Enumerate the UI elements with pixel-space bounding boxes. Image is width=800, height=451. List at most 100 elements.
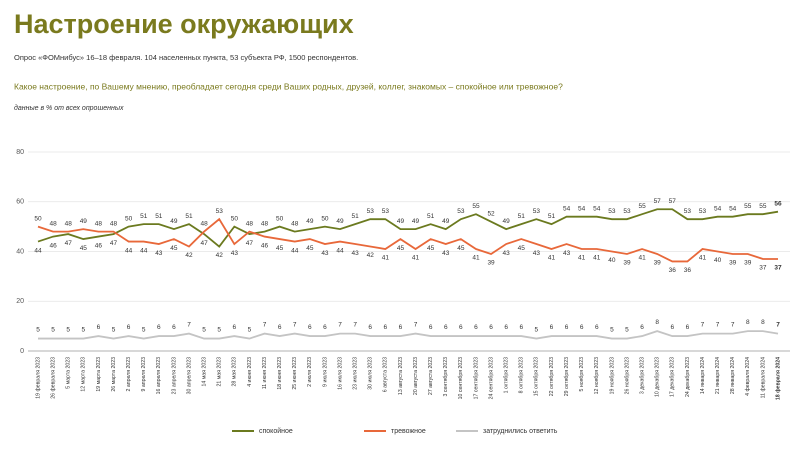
data-label: 45	[427, 245, 435, 252]
x-tick-label: 18 июня 2023	[277, 357, 283, 390]
x-tick-label: 5 марта 2023	[66, 357, 72, 389]
x-tick-label: 23 июля 2023	[353, 357, 359, 390]
data-label: 5	[142, 326, 146, 333]
data-label: 36	[669, 267, 677, 274]
x-tick-label: 9 июля 2023	[322, 357, 328, 387]
y-tick-label: 0	[20, 348, 24, 355]
data-label: 7	[731, 321, 735, 328]
data-label: 44	[140, 247, 148, 254]
data-label: 51	[352, 213, 360, 220]
data-label: 41	[638, 255, 646, 262]
data-label: 48	[246, 220, 254, 227]
data-label: 6	[172, 324, 176, 331]
data-label: 6	[580, 324, 584, 331]
data-label: 56	[774, 200, 782, 207]
data-label: 55	[472, 203, 480, 210]
data-label: 7	[338, 321, 342, 328]
data-label: 53	[367, 208, 375, 215]
data-label: 43	[352, 250, 360, 257]
data-label: 7	[701, 321, 705, 328]
y-tick-label: 80	[16, 149, 24, 156]
data-label: 50	[125, 215, 133, 222]
data-label: 57	[654, 198, 662, 205]
data-label: 48	[291, 220, 299, 227]
x-tick-label: 13 августа 2023	[398, 357, 404, 395]
x-tick-label: 24 сентября 2023	[488, 357, 494, 399]
data-label: 6	[459, 324, 463, 331]
data-label: 53	[684, 208, 692, 215]
data-label: 45	[518, 245, 526, 252]
data-label: 6	[640, 324, 644, 331]
x-tick-label: 17 декабря 2023	[670, 357, 676, 397]
data-label: 5	[535, 326, 539, 333]
x-tick-label: 28 мая 2023	[232, 357, 238, 387]
x-tick-label: 28 января 2024	[730, 357, 736, 394]
chart-title: Настроение окружающих	[14, 9, 354, 39]
x-tick-label: 26 марта 2023	[111, 357, 117, 392]
data-label: 57	[669, 198, 677, 205]
data-label: 7	[293, 321, 297, 328]
data-label: 6	[429, 324, 433, 331]
data-label: 54	[578, 205, 586, 212]
data-label: 53	[457, 208, 465, 215]
data-label: 47	[246, 240, 254, 247]
data-label: 55	[744, 203, 752, 210]
data-label: 39	[729, 260, 737, 267]
data-label: 5	[36, 326, 40, 333]
x-tick-label: 19 ноября 2023	[609, 357, 615, 394]
x-tick-label: 2 июля 2023	[307, 357, 313, 387]
x-tick-label: 9 апреля 2023	[141, 357, 147, 392]
data-label: 54	[593, 205, 601, 212]
data-label: 41	[699, 255, 707, 262]
x-tick-label: 25 июня 2023	[292, 357, 298, 390]
data-label: 45	[397, 245, 405, 252]
data-label: 51	[427, 213, 435, 220]
data-label: 44	[125, 247, 133, 254]
x-tick-label: 16 апреля 2023	[156, 357, 162, 394]
data-label: 6	[565, 324, 569, 331]
data-label: 39	[744, 260, 752, 267]
data-label: 6	[670, 324, 674, 331]
x-tick-label: 14 января 2024	[700, 357, 706, 394]
data-label: 6	[368, 324, 372, 331]
data-label: 46	[261, 242, 269, 249]
x-tick-label: 24 декабря 2023	[685, 357, 691, 397]
data-label: 53	[608, 208, 616, 215]
data-label: 48	[201, 220, 209, 227]
data-label: 6	[595, 324, 599, 331]
data-label: 6	[308, 324, 312, 331]
data-label: 7	[776, 321, 780, 328]
x-tick-label: 12 ноября 2023	[594, 357, 600, 394]
x-tick-label: 15 октября 2023	[534, 357, 540, 396]
data-label: 46	[49, 242, 57, 249]
data-label: 50	[321, 215, 329, 222]
data-label: 41	[412, 255, 420, 262]
data-label: 40	[608, 257, 616, 264]
data-label: 43	[533, 250, 541, 257]
x-tick-label: 18 февраля 2024	[774, 357, 781, 400]
data-label: 48	[95, 220, 103, 227]
data-label: 5	[112, 326, 116, 333]
data-label: 47	[65, 240, 73, 247]
data-label: 6	[444, 324, 448, 331]
data-label: 49	[80, 218, 88, 225]
data-label: 37	[759, 265, 767, 272]
data-label: 40	[714, 257, 722, 264]
data-label: 53	[623, 208, 631, 215]
data-label: 54	[729, 205, 737, 212]
series-line	[37, 208, 779, 248]
data-label: 51	[548, 213, 556, 220]
data-label: 48	[261, 220, 269, 227]
data-label: 6	[474, 324, 478, 331]
x-tick-label: 12 марта 2023	[81, 357, 87, 392]
data-label: 6	[157, 324, 161, 331]
x-tick-label: 1 октября 2023	[504, 357, 510, 393]
x-tick-label: 23 апреля 2023	[171, 357, 177, 394]
subtitle: Опрос «ФОМнибус» 16–18 февраля. 104 насе…	[14, 53, 358, 62]
x-tick-label: 6 августа 2023	[383, 357, 389, 392]
data-label: 50	[231, 215, 239, 222]
data-label: 5	[51, 326, 55, 333]
data-label: 41	[472, 255, 480, 262]
data-label: 49	[170, 218, 178, 225]
